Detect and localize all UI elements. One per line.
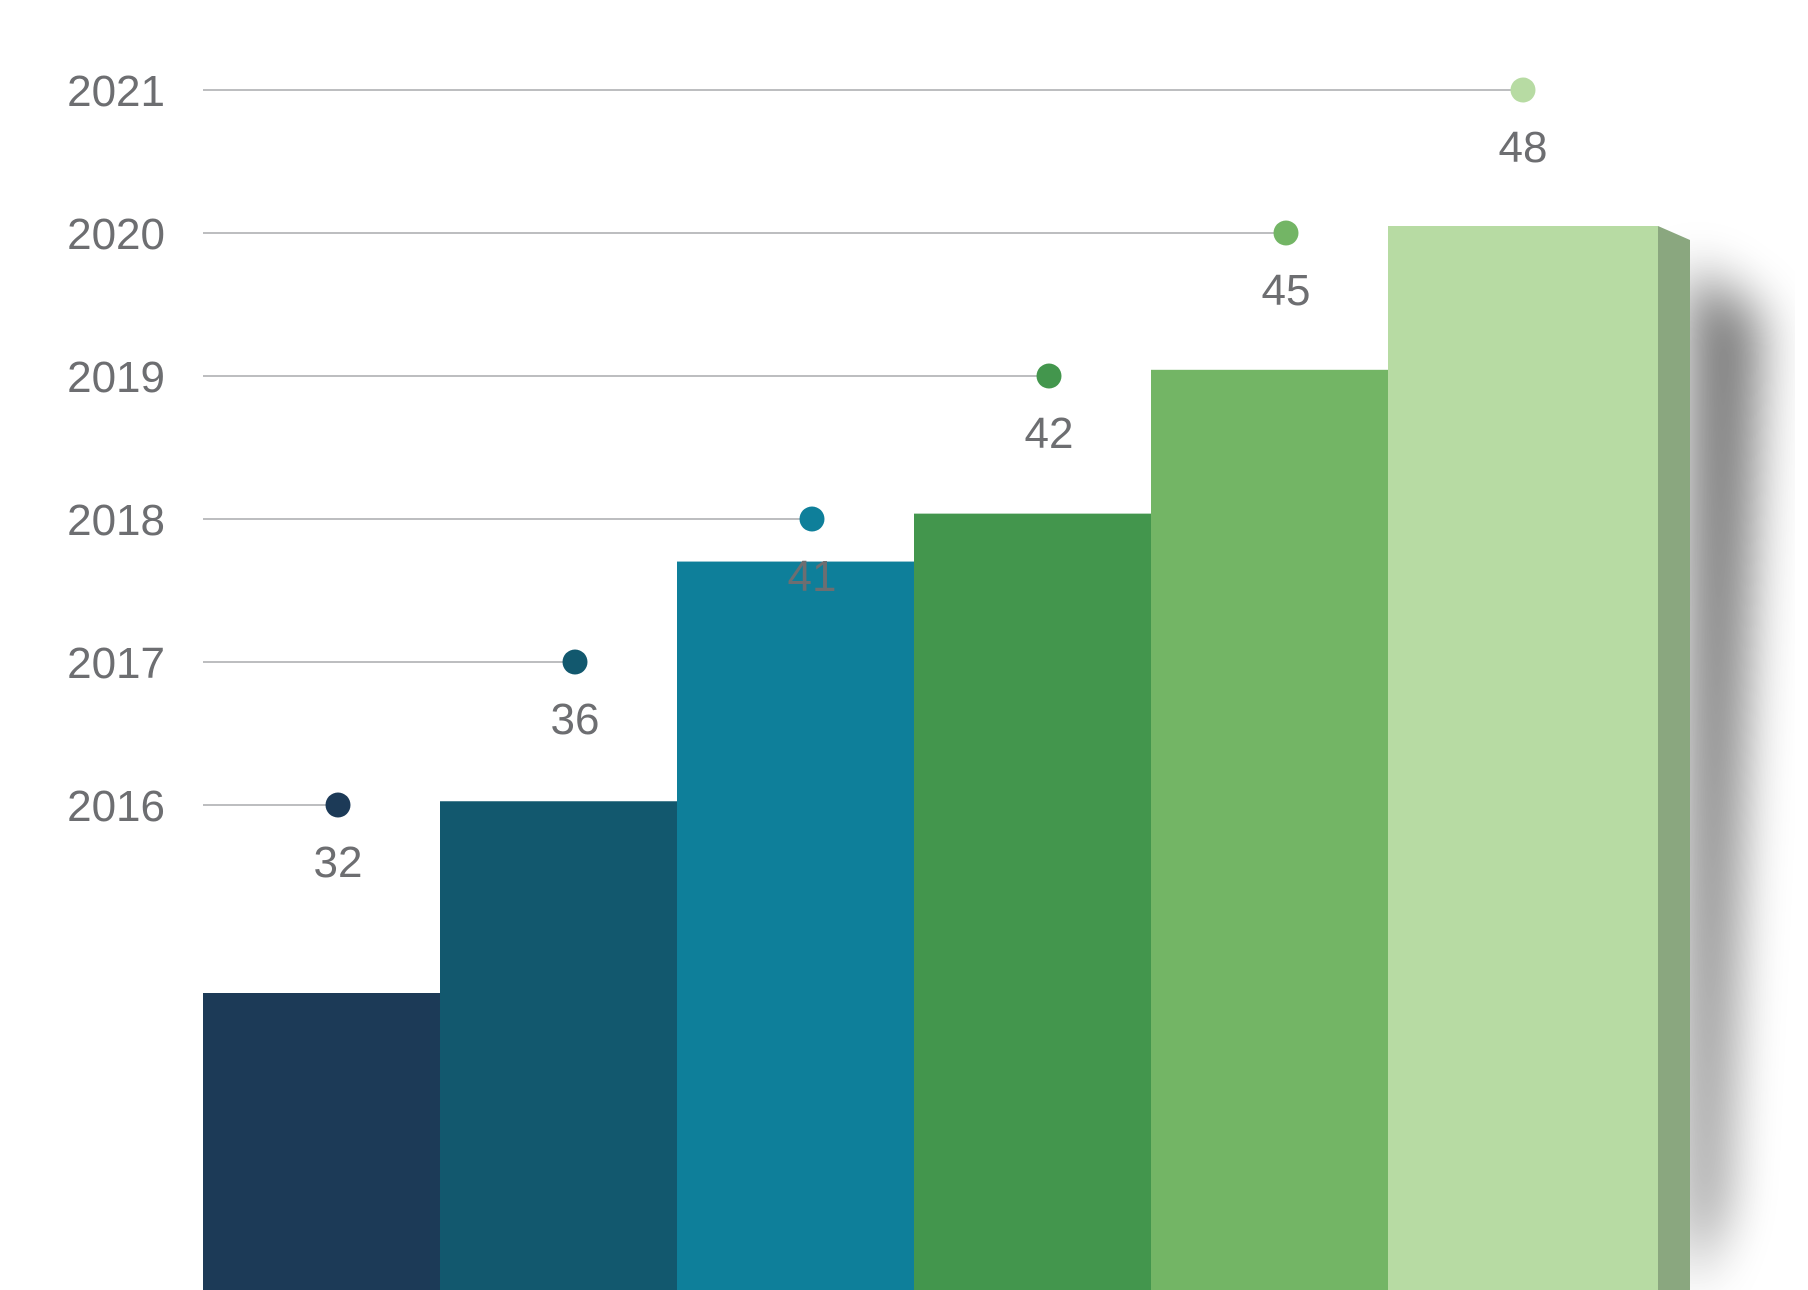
year-guides [203, 77, 1536, 818]
bar-front [914, 513, 1184, 1290]
year-label: 2019 [67, 353, 165, 402]
data-point [1273, 220, 1299, 246]
value-label: 41 [788, 552, 837, 601]
year-label: 2016 [67, 782, 165, 831]
bar-2021 [1388, 226, 1690, 1290]
bar-front [677, 561, 947, 1290]
data-point [325, 792, 351, 818]
labels: 2016 32 2017 36 2018 41 2019 42 2020 45 2021 48 [67, 67, 1547, 887]
bar-front [1151, 369, 1421, 1290]
data-point [562, 649, 588, 675]
year-label: 2018 [67, 496, 165, 545]
bars [203, 226, 1690, 1290]
bar-shadow [1690, 266, 1760, 1290]
data-point [1036, 363, 1062, 389]
value-label: 45 [1262, 266, 1311, 315]
value-label: 32 [314, 838, 363, 887]
data-point [799, 506, 825, 532]
bar-side [1658, 226, 1690, 1290]
bar-front [203, 993, 473, 1290]
value-label: 48 [1499, 123, 1548, 172]
bar-front [440, 801, 710, 1290]
year-label: 2021 [67, 67, 165, 116]
bar-2020 [1151, 369, 1453, 1290]
value-label: 36 [551, 695, 600, 744]
year-label: 2017 [67, 639, 165, 688]
value-label: 42 [1025, 409, 1074, 458]
bar-front [1388, 226, 1658, 1290]
data-point [1510, 77, 1536, 103]
year-label: 2020 [67, 210, 165, 259]
